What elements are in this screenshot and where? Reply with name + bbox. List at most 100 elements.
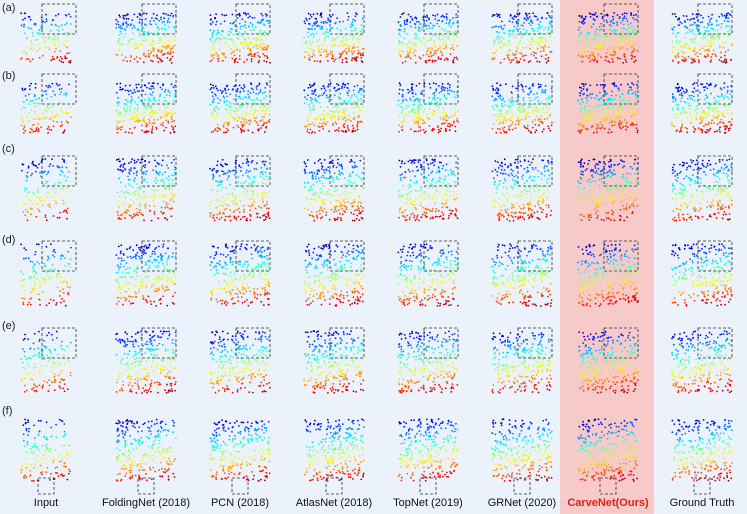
- region-box: [603, 73, 639, 105]
- point-cloud-r2-c1: [116, 155, 177, 222]
- column-label-topnet: TopNet (2019): [393, 497, 463, 509]
- point-cloud-r5-c0: [20, 418, 71, 495]
- row-label-c: (c): [2, 143, 15, 155]
- point-cloud-r1-c6: [577, 73, 639, 134]
- point-cloud-r0-c7: [671, 3, 733, 64]
- point-cloud-r2-c7: [671, 155, 733, 222]
- point-cloud-r5-c5: [491, 418, 553, 495]
- point-cloud-r3-c2: [209, 240, 271, 307]
- point-cloud-r2-c4: [397, 155, 459, 222]
- region-box: [603, 327, 639, 359]
- point-cloud-r4-c5: [491, 327, 553, 394]
- region-box: [235, 3, 271, 35]
- region-box: [137, 477, 155, 495]
- column-label-input: Input: [33, 497, 59, 509]
- region-box: [517, 73, 553, 105]
- point-cloud-r0-c6: [577, 3, 639, 64]
- column-label-atlasnet: AtlasNet (2018): [295, 497, 373, 509]
- region-box: [329, 73, 365, 105]
- region-box: [141, 155, 177, 187]
- point-cloud-r2-c0: [20, 155, 77, 222]
- region-box: [603, 3, 639, 35]
- region-box: [141, 3, 177, 35]
- region-box: [325, 477, 343, 495]
- point-cloud-r5-c3: [303, 418, 365, 495]
- point-cloud-r1-c1: [115, 73, 177, 134]
- point-cloud-r1-c7: [671, 73, 733, 134]
- point-cloud-r1-c3: [303, 73, 365, 134]
- point-cloud-r0-c0: [20, 3, 77, 64]
- region-box: [41, 155, 77, 187]
- region-box: [693, 477, 711, 495]
- column-label-carvenet: CarveNet(Ours): [567, 497, 649, 509]
- point-cloud-r3-c6: [577, 240, 639, 307]
- region-box: [513, 477, 531, 495]
- point-cloud-r5-c1: [115, 418, 177, 495]
- point-cloud-r1-c2: [209, 73, 271, 134]
- point-cloud-r0-c1: [115, 3, 177, 64]
- point-cloud-r0-c5: [491, 3, 553, 64]
- point-cloud-r4-c7: [671, 327, 733, 394]
- region-box: [423, 73, 459, 105]
- point-cloud-r0-c2: [209, 3, 271, 64]
- region-box: [329, 3, 365, 35]
- point-cloud-r4-c3: [303, 327, 365, 394]
- point-cloud-r1-c5: [491, 73, 553, 134]
- point-cloud-r3-c0: [20, 240, 77, 307]
- point-cloud-r5-c6: [577, 418, 639, 495]
- region-box: [41, 73, 77, 105]
- region-box: [419, 477, 437, 495]
- region-box: [517, 240, 553, 272]
- point-cloud-r4-c1: [115, 327, 177, 394]
- region-box: [697, 327, 733, 359]
- point-cloud-r2-c2: [209, 155, 271, 222]
- region-box: [141, 240, 177, 272]
- region-box: [423, 155, 459, 187]
- region-box: [517, 327, 553, 359]
- point-cloud-r0-c3: [303, 3, 365, 64]
- point-cloud-r1-c4: [397, 73, 459, 134]
- region-box: [329, 155, 365, 187]
- region-box: [697, 73, 733, 105]
- point-cloud-r3-c4: [397, 240, 459, 307]
- region-box: [697, 155, 733, 187]
- point-cloud-r3-c3: [303, 240, 365, 307]
- column-label-grnet: GRNet (2020): [487, 497, 557, 509]
- region-box: [603, 155, 639, 187]
- region-box: [599, 477, 617, 495]
- point-cloud-r4-c2: [209, 327, 271, 394]
- region-box: [235, 327, 271, 359]
- region-box: [329, 327, 365, 359]
- region-box: [235, 73, 271, 105]
- region-box: [423, 3, 459, 35]
- row-label-e: (e): [2, 320, 16, 332]
- point-cloud-r5-c7: [671, 419, 733, 495]
- region-box: [603, 240, 639, 272]
- row-label-a: (a): [2, 2, 16, 14]
- region-box: [41, 327, 77, 359]
- point-cloud-r3-c1: [115, 240, 177, 307]
- region-box: [41, 240, 77, 272]
- point-cloud-r5-c4: [397, 418, 459, 495]
- region-box: [517, 3, 553, 35]
- point-cloud-r1-c0: [20, 73, 77, 134]
- region-box: [697, 240, 733, 272]
- row-label-b: (b): [2, 70, 16, 82]
- point-cloud-r4-c4: [397, 327, 459, 394]
- point-cloud-r2-c3: [303, 155, 365, 222]
- region-box: [329, 240, 365, 272]
- point-cloud-r5-c2: [209, 419, 271, 495]
- point-cloud-r2-c5: [491, 155, 553, 222]
- column-label-ground-truth: Ground Truth: [669, 497, 735, 509]
- row-label-f: (f): [2, 405, 13, 417]
- region-box: [141, 73, 177, 105]
- region-box: [141, 327, 177, 359]
- column-label-pcn: PCN (2018): [210, 497, 270, 509]
- region-box: [423, 240, 459, 272]
- region-box: [235, 240, 271, 272]
- point-cloud-r2-c6: [577, 155, 639, 222]
- row-label-d: (d): [2, 234, 16, 246]
- region-box: [423, 327, 459, 359]
